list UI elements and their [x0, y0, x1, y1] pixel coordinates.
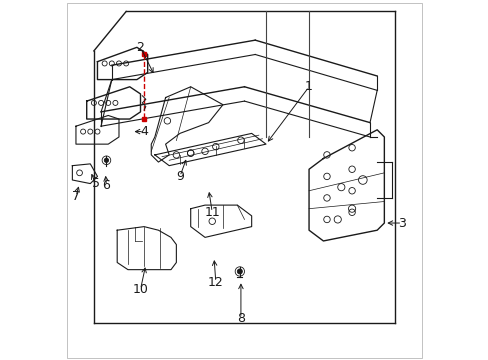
Circle shape — [104, 158, 108, 162]
Text: 11: 11 — [204, 206, 220, 219]
Text: 10: 10 — [132, 283, 148, 296]
Text: 4: 4 — [140, 125, 148, 138]
Text: 2: 2 — [136, 41, 144, 54]
Text: 3: 3 — [398, 216, 406, 230]
Text: 9: 9 — [176, 170, 183, 183]
Text: 8: 8 — [236, 311, 244, 325]
Text: 12: 12 — [207, 276, 223, 289]
Text: 6: 6 — [102, 179, 110, 192]
Text: 5: 5 — [91, 177, 100, 190]
Circle shape — [237, 269, 242, 274]
Text: 1: 1 — [305, 80, 312, 93]
Text: 7: 7 — [72, 190, 80, 203]
